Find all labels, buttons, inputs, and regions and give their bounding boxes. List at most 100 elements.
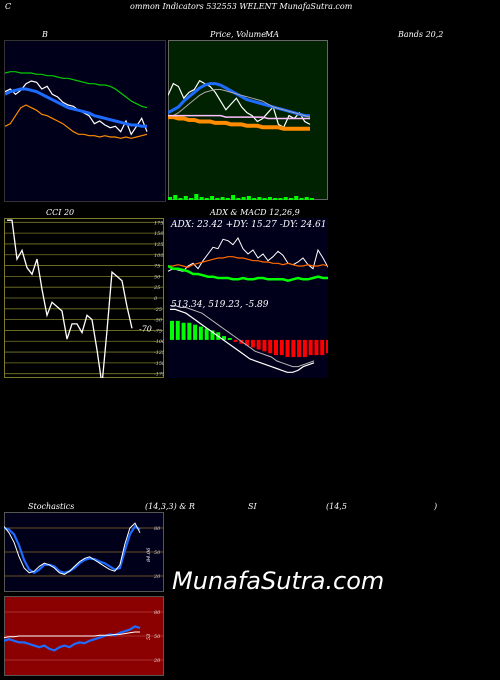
macd-hist-bar-5 — [198, 326, 203, 340]
cci-tick-label-10: -75 — [154, 328, 162, 334]
macd-hist-bar-26 — [320, 339, 325, 356]
volume-bar-12 — [231, 195, 236, 200]
macd-hist-bar-27 — [326, 339, 328, 354]
adx-readout: ADX: 23.42 +DY: 15.27 -DY: 24.61 — [171, 220, 327, 230]
bollinger-series-3 — [5, 104, 148, 139]
macd-hist-bar-21 — [291, 339, 296, 358]
volume-bar-20 — [273, 198, 278, 200]
label-stochastics: Stochastics — [28, 502, 75, 511]
cci-tick-label-6: 25 — [153, 285, 160, 291]
rsi-tick-label-1: 50 — [154, 634, 161, 640]
cci-tick-label-3: 100 — [154, 253, 164, 259]
cci-tick-label-7: 0 — [154, 296, 158, 302]
macd-hist-bar-19 — [279, 339, 284, 356]
macd-hist-bar-0 — [170, 320, 174, 340]
label-ma: MA — [265, 30, 279, 39]
bollinger-bg — [5, 41, 165, 201]
cci-tick-label-1: 150 — [154, 231, 164, 237]
volume-bar-10 — [220, 197, 225, 200]
label-bands: Bands 20,2 — [398, 30, 444, 39]
label-price-volume: Price, Volume — [210, 30, 266, 39]
macd-hist-bar-25 — [314, 339, 319, 356]
macd-signal-line — [170, 305, 315, 368]
macd-hist-bar-7 — [210, 330, 215, 340]
bollinger-series-2 — [5, 71, 148, 109]
adx-panel: ADX: 23.42 +DY: 15.27 -DY: 24.61 — [168, 218, 328, 298]
volume-bar-11 — [225, 198, 230, 200]
bollinger-chart — [5, 41, 165, 201]
macd-hist-bar-15 — [256, 339, 261, 350]
volume-bar-21 — [278, 198, 283, 200]
macd-chart — [168, 298, 328, 378]
label-stoch-params: (14,3,3) & R — [145, 502, 195, 511]
price-series-0 — [168, 79, 311, 129]
stoch-tick-label-1: 50 — [154, 550, 161, 556]
cci-tick-label-4: 75 — [154, 264, 160, 270]
macd-hist-bar-24 — [308, 339, 313, 356]
volume-bar-7 — [204, 198, 209, 200]
macd-hist-bar-20 — [285, 339, 290, 358]
macd-hist-bar-17 — [268, 339, 273, 354]
cci-tick-label-12: -125 — [154, 350, 164, 356]
macd-readout: 513.34, 519.23, -5.89 — [171, 300, 269, 310]
adx-bg — [168, 218, 328, 298]
header-title: ommon Indicators 532553 WELENT MunafaSut… — [130, 2, 353, 11]
cci-tick-label-2: 125 — [154, 242, 164, 248]
stochastics-panel: 80 50 20 84.06 — [4, 512, 164, 592]
rsi-series-1 — [4, 631, 140, 639]
macd-line — [170, 308, 315, 373]
price-volume-panel — [168, 40, 328, 200]
cci-tick-label-11: -100 — [154, 339, 164, 345]
watermark: MunafaSutra.com — [172, 567, 385, 595]
volume-bar-1 — [173, 195, 178, 200]
stoch-tick-label-0: 80 — [154, 526, 161, 532]
rsi-chart: 80 50 20 53 — [4, 596, 164, 676]
macd-hist-bar-18 — [274, 339, 278, 356]
cci-tick-label-5: 50 — [154, 274, 161, 280]
bollinger-series-1 — [5, 87, 147, 128]
header-title-prefix: C — [5, 2, 12, 11]
macd-hist-bar-13 — [245, 339, 250, 346]
stoch-last-value: 84.06 — [146, 547, 152, 562]
volume-bar-17 — [257, 197, 262, 200]
volume-bar-26 — [304, 197, 309, 200]
macd-hist-bar-2 — [181, 322, 186, 340]
volume-bar-25 — [299, 198, 304, 200]
cci-tick-label-9: -50 — [154, 318, 163, 324]
rsi-tick-label-0: 80 — [154, 610, 161, 616]
stoch-tick-label-2: 20 — [153, 574, 161, 580]
volume-bar-24 — [294, 196, 299, 200]
bollinger-panel — [4, 40, 166, 202]
volume-bar-2 — [178, 198, 183, 200]
price-series-2 — [168, 89, 311, 119]
volume-bar-13 — [236, 198, 241, 200]
cci-tick-label-8: -25 — [154, 307, 162, 313]
macd-hist-bar-16 — [262, 339, 267, 352]
adx-series-1 — [168, 256, 328, 268]
volume-bar-18 — [262, 198, 267, 200]
volume-bar-27 — [310, 198, 314, 200]
label-cci: CCI 20 — [46, 208, 75, 217]
volume-bar-15 — [246, 196, 251, 200]
label-b: B — [42, 30, 48, 39]
rsi-panel: 80 50 20 53 — [4, 596, 164, 676]
macd-hist-bar-6 — [204, 328, 209, 340]
volume-bar-5 — [194, 194, 199, 200]
volume-bar-14 — [241, 197, 246, 200]
volume-bar-16 — [252, 198, 257, 200]
volume-bar-3 — [183, 196, 188, 200]
macd-hist-bar-3 — [187, 322, 192, 340]
cci-chart: 175 150 125 100 75 50 25 0 -25 -50 -75 -100 -125 -150… — [4, 218, 164, 378]
stoch-series-1 — [4, 522, 141, 575]
macd-hist-bar-10 — [227, 338, 232, 340]
cci-panel: 175 150 125 100 75 50 25 0 -25 -50 -75 -100 -125 -150… — [4, 218, 164, 378]
label-rsi-params: (14,5 — [326, 502, 347, 511]
cci-last-value: -70 — [139, 324, 152, 333]
label-si: SI — [248, 502, 257, 511]
price-series-3 — [168, 115, 310, 131]
macd-hist-bar-9 — [222, 336, 226, 340]
macd-hist-bar-14 — [250, 339, 255, 348]
macd-panel: 513.34, 519.23, -5.89 — [168, 298, 328, 378]
cci-tick-label-0: 175 — [154, 220, 164, 226]
macd-hist-bar-1 — [175, 320, 180, 340]
